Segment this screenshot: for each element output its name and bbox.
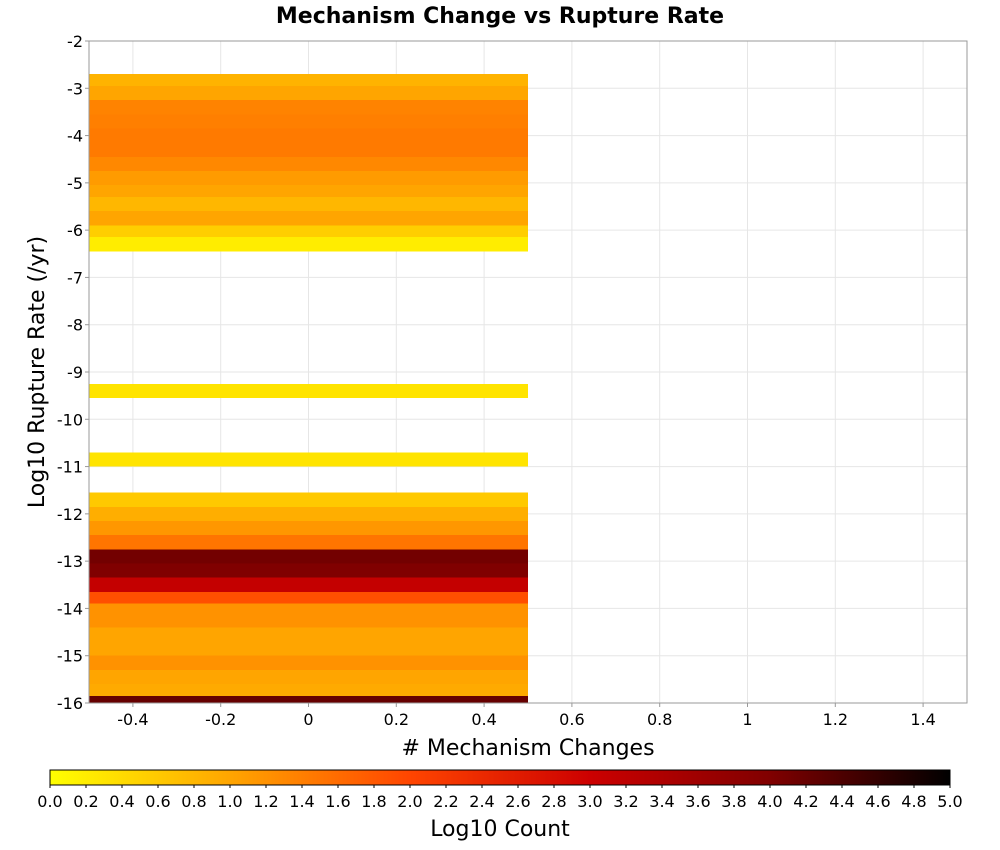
- x-tick-label: 0.8: [647, 710, 672, 729]
- heatmap-cell: [89, 171, 528, 186]
- y-axis-ticks: -2 -3 -4 -5 -6 -7 -8 -9 -10 -11 -12 -13 -14 -15 -16: [57, 32, 89, 713]
- colorbar-tick-label: 0.8: [181, 792, 206, 811]
- colorbar-tick-label: 3.2: [613, 792, 638, 811]
- heatmap-cell: [89, 492, 528, 507]
- y-tick-label: -11: [57, 458, 83, 477]
- heatmap-cell: [89, 100, 528, 115]
- heatmap-cell: [89, 520, 528, 536]
- heatmap-cell: [89, 383, 528, 399]
- heatmap-cell: [89, 197, 528, 212]
- heatmap-cell: [89, 591, 528, 604]
- x-tick-label: 1.4: [910, 710, 935, 729]
- heatmap-cell: [89, 577, 528, 592]
- colorbar-tick-label: 2.0: [397, 792, 422, 811]
- colorbar-tick-label: 3.6: [685, 792, 710, 811]
- heatmap-cell: [89, 211, 528, 226]
- colorbar-tick-label: 5.0: [937, 792, 962, 811]
- heatmap-cell: [89, 603, 528, 628]
- heatmap-cell: [89, 225, 528, 238]
- y-tick-label: -12: [57, 505, 83, 524]
- x-tick-label: 0.6: [559, 710, 584, 729]
- colorbar-tick-label: 0.0: [37, 792, 62, 811]
- colorbar-ticks: 0.0 0.2 0.4 0.6 0.8 1.0 1.2 1.4 1.6 1.8 2.0 2.2 2.4 2…: [37, 785, 963, 811]
- colorbar-tick-label: 1.2: [253, 792, 278, 811]
- colorbar-tick-label: 4.4: [829, 792, 854, 811]
- colorbar-tick-label: 1.8: [361, 792, 386, 811]
- colorbar: [49, 769, 951, 786]
- heatmap-cell: [89, 655, 528, 670]
- colorbar-tick-label: 2.6: [505, 792, 530, 811]
- colorbar-tick-label: 4.2: [793, 792, 818, 811]
- colorbar-tick-label: 3.4: [649, 792, 674, 811]
- colorbar-tick-label: 0.2: [73, 792, 98, 811]
- heatmap-cell: [89, 128, 528, 157]
- colorbar-tick-label: 1.4: [289, 792, 314, 811]
- colorbar-tick-label: 4.8: [901, 792, 926, 811]
- heatmap-cell: [89, 549, 528, 564]
- heatmap-cell: [89, 85, 528, 101]
- y-tick-label: -2: [67, 32, 83, 51]
- heatmap-cell: [89, 695, 528, 703]
- heatmap-cells: [89, 74, 528, 703]
- colorbar-tick-label: 3.8: [721, 792, 746, 811]
- heatmap-cell: [89, 114, 528, 129]
- heatmap-cell: [89, 156, 528, 172]
- x-tick-label: -0.2: [205, 710, 236, 729]
- x-axis-ticks: -0.4 -0.2 0 0.2 0.4 0.6 0.8 1 1.2 1.4: [117, 703, 936, 729]
- colorbar-tick-label: 0.4: [109, 792, 134, 811]
- x-tick-label: 0.2: [384, 710, 409, 729]
- x-tick-label: -0.4: [117, 710, 148, 729]
- colorbar-tick-label: 4.6: [865, 792, 890, 811]
- colorbar-tick-label: 0.6: [145, 792, 170, 811]
- x-tick-label: 1: [742, 710, 752, 729]
- heatmap-cell: [89, 74, 528, 86]
- x-tick-label: 1.2: [823, 710, 848, 729]
- y-tick-label: -13: [57, 552, 83, 571]
- heatmap-cell: [89, 237, 528, 252]
- heatmap-cell: [89, 506, 528, 521]
- heatmap-cell: [89, 563, 528, 578]
- colorbar-tick-label: 1.6: [325, 792, 350, 811]
- y-tick-label: -6: [67, 221, 83, 240]
- y-tick-label: -16: [57, 694, 83, 713]
- colorbar-tick-label: 2.8: [541, 792, 566, 811]
- heatmap-cell: [89, 627, 528, 656]
- y-tick-label: -5: [67, 174, 83, 193]
- heatmap-cell: [89, 535, 528, 550]
- colorbar-tick-label: 2.2: [433, 792, 458, 811]
- heatmap-cell: [89, 185, 528, 198]
- y-tick-label: -7: [67, 268, 83, 287]
- heatmap-cell: [89, 452, 528, 467]
- y-tick-label: -4: [67, 127, 83, 146]
- y-tick-label: -10: [57, 410, 83, 429]
- colorbar-tick-label: 4.0: [757, 792, 782, 811]
- x-tick-label: 0.4: [471, 710, 496, 729]
- chart-title: Mechanism Change vs Rupture Rate: [276, 4, 724, 29]
- heatmap-cell: [89, 669, 528, 685]
- x-axis-label: # Mechanism Changes: [401, 736, 654, 761]
- y-axis-label: Log10 Rupture Rate (/yr): [25, 236, 50, 508]
- y-tick-label: -9: [67, 363, 83, 382]
- heatmap-cell: [89, 684, 528, 696]
- x-tick-label: 0: [303, 710, 313, 729]
- y-tick-label: -14: [57, 599, 83, 618]
- y-tick-label: -3: [67, 79, 83, 98]
- colorbar-label: Log10 Count: [430, 817, 570, 842]
- colorbar-tick-label: 1.0: [217, 792, 242, 811]
- y-tick-label: -15: [57, 647, 83, 666]
- colorbar-tick-label: 2.4: [469, 792, 494, 811]
- y-tick-label: -8: [67, 316, 83, 335]
- colorbar-tick-label: 3.0: [577, 792, 602, 811]
